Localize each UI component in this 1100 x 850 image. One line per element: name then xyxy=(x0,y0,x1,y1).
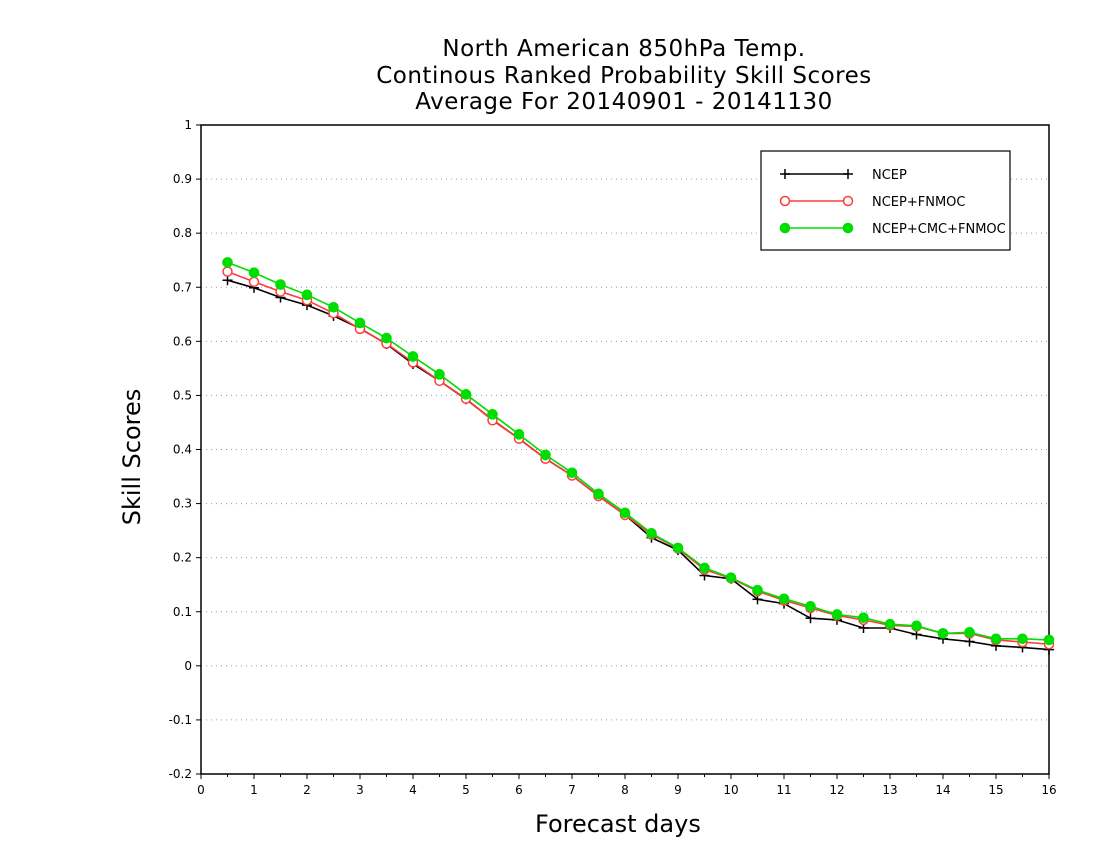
y-tick-label: 0.6 xyxy=(173,334,192,348)
data-point xyxy=(725,572,737,583)
y-tick-label: 0.2 xyxy=(173,551,192,565)
x-tick-label: 15 xyxy=(988,783,1003,797)
data-point xyxy=(540,449,551,461)
data-point xyxy=(301,289,313,301)
data-point xyxy=(434,369,445,380)
data-point xyxy=(222,266,233,277)
x-tick-label: 11 xyxy=(776,783,791,797)
series-line xyxy=(227,279,1050,651)
data-point xyxy=(858,612,869,623)
legend-marker xyxy=(842,222,854,234)
y-tick-label: 0.4 xyxy=(173,443,192,457)
y-tick-label: 1 xyxy=(184,118,192,132)
data-point xyxy=(937,628,949,639)
x-tick-label: 13 xyxy=(882,783,897,797)
legend-marker xyxy=(780,169,790,179)
data-point xyxy=(805,601,816,612)
data-point xyxy=(672,542,684,554)
data-point xyxy=(619,507,631,519)
legend-marker xyxy=(779,195,791,207)
data-point xyxy=(354,317,366,329)
chart-title-line-2: Continous Ranked Probability Skill Score… xyxy=(376,63,872,89)
data-point xyxy=(752,584,763,596)
data-point xyxy=(407,351,419,362)
x-tick-label: 2 xyxy=(303,783,311,797)
legend: NCEP NCEP+FNMOC NCEP+CMC+FNMOC xyxy=(760,150,1011,251)
data-point xyxy=(381,332,392,344)
y-tick-label: 0.1 xyxy=(173,605,192,619)
legend-marker xyxy=(842,195,854,207)
legend-entry: NCEP xyxy=(780,168,907,183)
series-0 xyxy=(222,275,1054,655)
legend-entry: NCEP+CMC+FNMOC xyxy=(779,222,1006,237)
x-tick-label: 10 xyxy=(723,783,738,797)
data-point xyxy=(964,627,975,638)
x-tick-label: 8 xyxy=(621,783,629,797)
series-2 xyxy=(222,257,1055,646)
data-point xyxy=(778,593,790,605)
data-point xyxy=(699,562,710,574)
legend-marker xyxy=(779,222,791,234)
data-point xyxy=(911,620,922,632)
y-tick-label: 0.9 xyxy=(173,172,192,186)
y-tick-label: -0.1 xyxy=(169,713,192,727)
data-point xyxy=(1043,634,1055,646)
chart-title-line-1: North American 850hPa Temp. xyxy=(442,36,806,62)
axes: -0.2-0.100.10.20.30.40.50.60.70.80.910 1 2… xyxy=(169,118,1057,797)
series-layer xyxy=(222,257,1055,655)
y-axis-label: Skill Scores xyxy=(118,388,146,526)
legend-label: NCEP+FNMOC xyxy=(872,195,965,210)
x-tick-label: 12 xyxy=(829,783,844,797)
y-tick-label: 0 xyxy=(184,659,192,673)
legend-label: NCEP xyxy=(872,168,907,183)
data-point xyxy=(593,488,604,500)
data-point xyxy=(248,267,260,278)
y-tick-label: 0.5 xyxy=(173,388,192,402)
x-tick-label: 1 xyxy=(250,783,258,797)
series-line xyxy=(227,261,1050,641)
data-point xyxy=(222,257,233,268)
y-tick-label: 0.3 xyxy=(173,497,192,511)
y-tick-label: 0.8 xyxy=(173,226,192,240)
data-point xyxy=(831,609,843,620)
data-point xyxy=(990,633,1002,645)
x-tick-label: 5 xyxy=(462,783,470,797)
y-tick-label: 0.7 xyxy=(173,280,192,294)
x-axis-label: Forecast days xyxy=(535,810,701,838)
y-tick-label: -0.2 xyxy=(169,767,192,781)
data-point xyxy=(646,528,657,539)
data-point xyxy=(275,279,286,290)
chart-title-line-3: Average For 20140901 - 20141130 xyxy=(415,89,833,115)
data-point xyxy=(487,409,498,420)
data-point xyxy=(566,467,578,479)
x-tick-label: 3 xyxy=(356,783,364,797)
legend-marker xyxy=(843,169,853,179)
x-tick-label: 16 xyxy=(1041,783,1056,797)
data-point xyxy=(805,613,816,624)
legend-label: NCEP+CMC+FNMOC xyxy=(872,222,1006,237)
data-point xyxy=(248,276,260,288)
x-tick-label: 9 xyxy=(674,783,682,797)
data-point xyxy=(513,429,525,440)
data-point xyxy=(1017,633,1028,645)
x-tick-label: 7 xyxy=(568,783,576,797)
grid-lines xyxy=(201,178,1049,721)
legend-entry: NCEP+FNMOC xyxy=(779,195,965,210)
x-tick-label: 4 xyxy=(409,783,417,797)
x-tick-label: 14 xyxy=(935,783,950,797)
data-point xyxy=(328,301,339,313)
series-1 xyxy=(222,266,1055,650)
data-point xyxy=(460,389,472,400)
data-point xyxy=(222,275,233,286)
x-tick-label: 0 xyxy=(197,783,205,797)
series-line xyxy=(227,270,1050,645)
data-point xyxy=(884,618,896,630)
x-tick-label: 6 xyxy=(515,783,523,797)
